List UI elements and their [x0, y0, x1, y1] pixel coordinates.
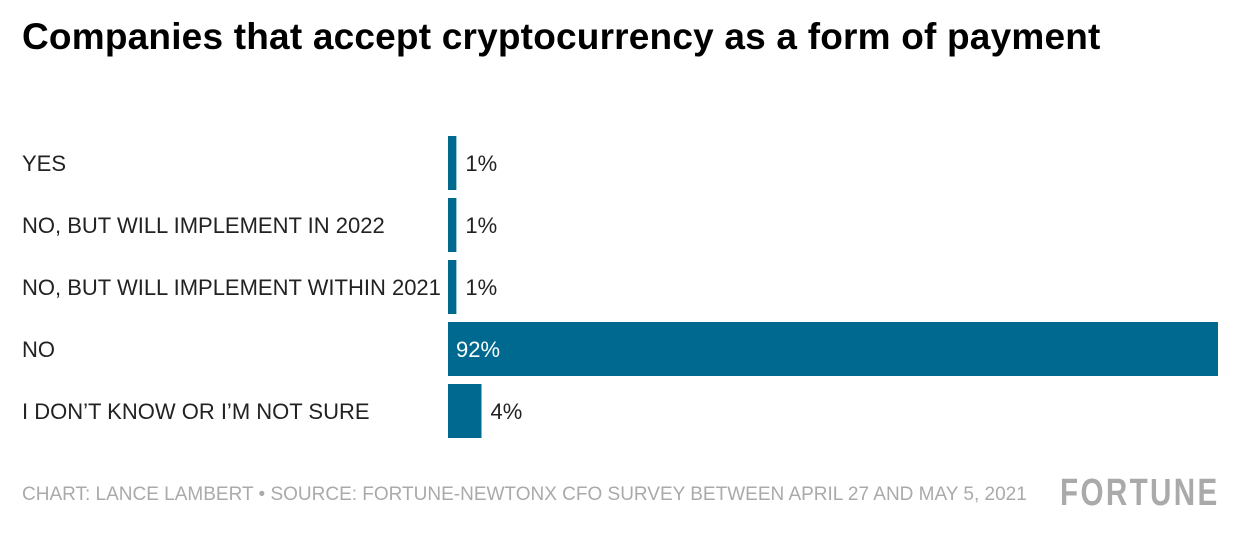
bar: [448, 384, 482, 438]
category-label: NO: [22, 337, 55, 362]
value-label: 1%: [465, 213, 497, 238]
value-label: 1%: [465, 275, 497, 300]
value-label: 1%: [465, 151, 497, 176]
value-label: 4%: [490, 399, 522, 424]
bar: [448, 198, 457, 252]
bar: [448, 260, 457, 314]
category-label: YES: [22, 151, 66, 176]
chart-credit: CHART: LANCE LAMBERT • SOURCE: FORTUNE-N…: [22, 484, 1027, 505]
fortune-logo: FORTUNE: [1060, 472, 1220, 514]
bar: [448, 136, 457, 190]
chart-title: Companies that accept cryptocurrency as …: [22, 16, 1101, 57]
category-label: NO, BUT WILL IMPLEMENT WITHIN 2021: [22, 275, 441, 300]
category-label: NO, BUT WILL IMPLEMENT IN 2022: [22, 213, 385, 238]
bar: [448, 322, 1218, 376]
category-label: I DON’T KNOW OR I’M NOT SURE: [22, 399, 370, 424]
value-label: 92%: [456, 337, 500, 362]
